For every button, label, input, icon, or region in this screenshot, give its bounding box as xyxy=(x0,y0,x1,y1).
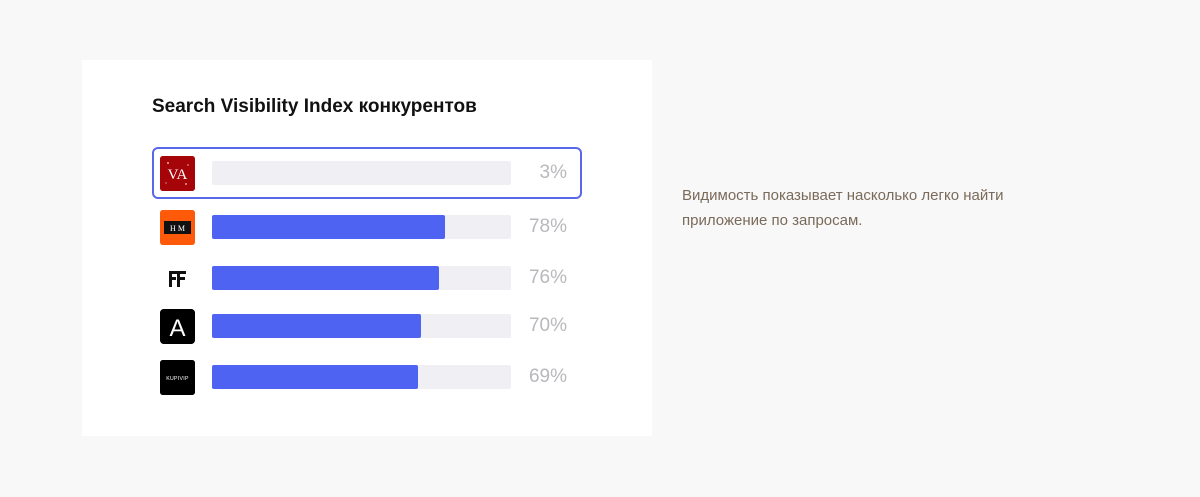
value-label: 69% xyxy=(528,366,567,387)
value-label: 70% xyxy=(528,315,567,336)
bar-track xyxy=(212,215,511,239)
bar-track xyxy=(212,266,511,290)
highlight-frame xyxy=(152,147,582,199)
chart-row[interactable]: 76% xyxy=(82,256,652,300)
ff-logo-icon xyxy=(160,261,195,296)
value-label: 3% xyxy=(539,162,567,183)
va-logo-icon: VA xyxy=(160,156,195,191)
value-label: 78% xyxy=(528,216,567,237)
chart-row[interactable]: H M 78% xyxy=(82,205,652,249)
visibility-description: Видимость показывает насколько легко най… xyxy=(682,187,1004,229)
bar-fill xyxy=(212,365,419,389)
bar-track xyxy=(212,314,511,338)
bar-track xyxy=(212,161,511,185)
hm-logo-text: H M xyxy=(170,224,185,233)
bar-fill xyxy=(212,215,446,239)
bar-track xyxy=(212,365,511,389)
chart-title: Search Visibility Index конкурентов xyxy=(152,96,477,117)
value-label: 76% xyxy=(528,267,567,288)
chart-row[interactable]: A 70% xyxy=(82,304,652,348)
va-logo-text: VA xyxy=(168,167,188,183)
chart-row[interactable]: KUPIVIP 69% xyxy=(82,355,652,399)
a-logo-text: A xyxy=(169,315,185,342)
kupivip-logo-icon: KUPIVIP xyxy=(160,360,195,395)
bar-fill xyxy=(212,266,440,290)
chart-row[interactable]: VA 3% xyxy=(82,147,652,199)
bar-fill xyxy=(212,314,422,338)
hm-logo-icon: H M xyxy=(160,210,195,245)
a-logo-icon: A xyxy=(160,309,195,344)
kupivip-logo-text: KUPIVIP xyxy=(166,376,189,382)
visibility-chart-card: Search Visibility Index конкурентов VA 3… xyxy=(82,60,652,436)
